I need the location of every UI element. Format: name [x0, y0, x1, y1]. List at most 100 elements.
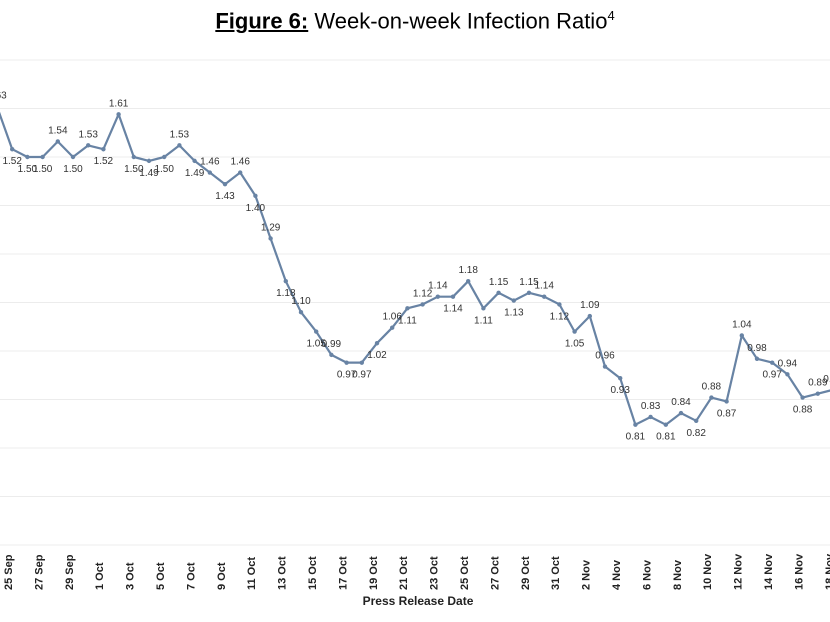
data-label: 0.88: [793, 405, 813, 416]
data-point: [450, 294, 456, 299]
data-label: 1.53: [170, 129, 190, 140]
data-point: [374, 341, 380, 346]
data-point: [329, 352, 334, 358]
data-label: 1.50: [154, 164, 174, 175]
x-tick-label: 10 Nov: [702, 553, 714, 590]
x-tick-label: 25 Sep: [3, 554, 15, 590]
data-label: 1.13: [504, 308, 524, 319]
data-label: 1.05: [565, 339, 585, 350]
data-label: 1.18: [276, 288, 296, 299]
data-point: [359, 360, 364, 365]
data-point: [25, 154, 30, 160]
data-label: 1.04: [732, 319, 752, 330]
data-label: 1.50: [33, 164, 53, 175]
data-point: [238, 170, 243, 175]
data-point: [177, 143, 182, 148]
data-label: 0.96: [595, 351, 615, 362]
data-point: [648, 414, 653, 420]
data-label: 1.61: [109, 98, 129, 109]
data-label: 1.52: [94, 156, 114, 167]
data-label: 0.87: [717, 408, 737, 419]
series-line: [0, 111, 830, 426]
chart-title: Figure 6: Week-on-week Infection Ratio4: [0, 8, 830, 34]
data-label: 1.06: [382, 312, 402, 323]
data-points: [10, 112, 820, 427]
data-point: [344, 360, 349, 365]
data-label: 1.10: [291, 296, 311, 307]
data-point: [314, 329, 319, 334]
data-point: [678, 410, 684, 416]
data-label: 0.97: [762, 370, 782, 381]
data-point: [131, 154, 136, 160]
data-point: [602, 364, 608, 369]
data-point: [55, 139, 60, 144]
x-tick-label: 7 Oct: [185, 562, 197, 590]
x-tick-label: 9 Oct: [216, 562, 228, 590]
data-labels: 1.631.521.501.501.541.501.531.521.611.50…: [0, 91, 830, 443]
data-point: [511, 298, 516, 303]
data-label: 0.97: [337, 370, 357, 381]
x-tick-label: 5 Oct: [155, 562, 167, 590]
series-line-group: [0, 111, 830, 426]
data-label: 0.82: [686, 428, 706, 439]
data-label: 1.50: [124, 164, 144, 175]
data-point: [222, 181, 228, 187]
data-label: 0.97: [352, 370, 372, 381]
data-label: 1.63: [0, 91, 7, 102]
data-label: 0.83: [641, 401, 661, 412]
x-tick-label: 29 Oct: [520, 556, 532, 590]
data-label: 1.09: [580, 300, 600, 311]
data-label: 1.15: [489, 277, 509, 288]
data-point: [70, 154, 76, 160]
data-label: 0.94: [778, 358, 798, 369]
x-tick-label: 4 Nov: [611, 559, 623, 590]
data-label: 1.14: [443, 304, 463, 315]
x-tick-label: 13 Oct: [277, 556, 289, 590]
data-point: [283, 278, 288, 284]
data-point: [815, 391, 820, 396]
x-tick-label: 6 Nov: [641, 559, 653, 590]
data-point: [146, 158, 152, 164]
gridlines: [0, 59, 830, 546]
x-tick-label: 27 Oct: [489, 556, 501, 590]
data-label: 0.99: [322, 339, 342, 350]
data-point: [618, 375, 623, 381]
data-point: [663, 422, 668, 427]
data-point: [207, 170, 212, 175]
data-label: 0.93: [610, 385, 630, 396]
x-tick-label: 2 Nov: [581, 559, 593, 590]
x-axis-label: Press Release Date: [363, 594, 474, 608]
data-label: 0.98: [747, 343, 767, 354]
data-point: [633, 422, 638, 427]
data-label: 1.14: [428, 281, 448, 292]
data-point: [192, 158, 197, 164]
data-point: [420, 302, 425, 307]
data-point: [116, 112, 121, 117]
data-label: 0.88: [702, 382, 722, 393]
x-tick-label: 3 Oct: [125, 562, 137, 590]
data-label: 1.11: [474, 315, 493, 326]
data-point: [770, 360, 775, 365]
data-label: 1.40: [246, 203, 266, 214]
x-tick-label: 19 Oct: [368, 556, 380, 590]
data-label: 0.81: [626, 432, 646, 443]
x-tick-label: 1 Oct: [94, 562, 106, 590]
data-label: 1.02: [367, 350, 387, 361]
data-label: 0.84: [671, 397, 691, 408]
data-point: [162, 154, 167, 160]
figure-title: Week-on-week Infection Ratio: [314, 8, 608, 34]
x-tick-labels: 25 Sep 27 Sep 29 Sep 1 Oct 3 Oct 5 Oct 7 Oct 9 …: [3, 553, 830, 590]
data-point: [435, 294, 440, 299]
data-label: 1.49: [139, 168, 159, 179]
data-label: 1.29: [261, 222, 281, 233]
data-label: 0.89: [808, 378, 828, 389]
x-tick-label: 15 Oct: [307, 556, 319, 590]
data-point: [253, 193, 258, 198]
data-point: [40, 154, 45, 160]
data-label: 1.43: [215, 191, 235, 202]
x-tick-label: 25 Oct: [459, 556, 471, 590]
data-point: [86, 143, 91, 148]
data-point: [587, 313, 592, 319]
data-point: [542, 294, 547, 299]
x-tick-label: 21 Oct: [398, 556, 410, 590]
